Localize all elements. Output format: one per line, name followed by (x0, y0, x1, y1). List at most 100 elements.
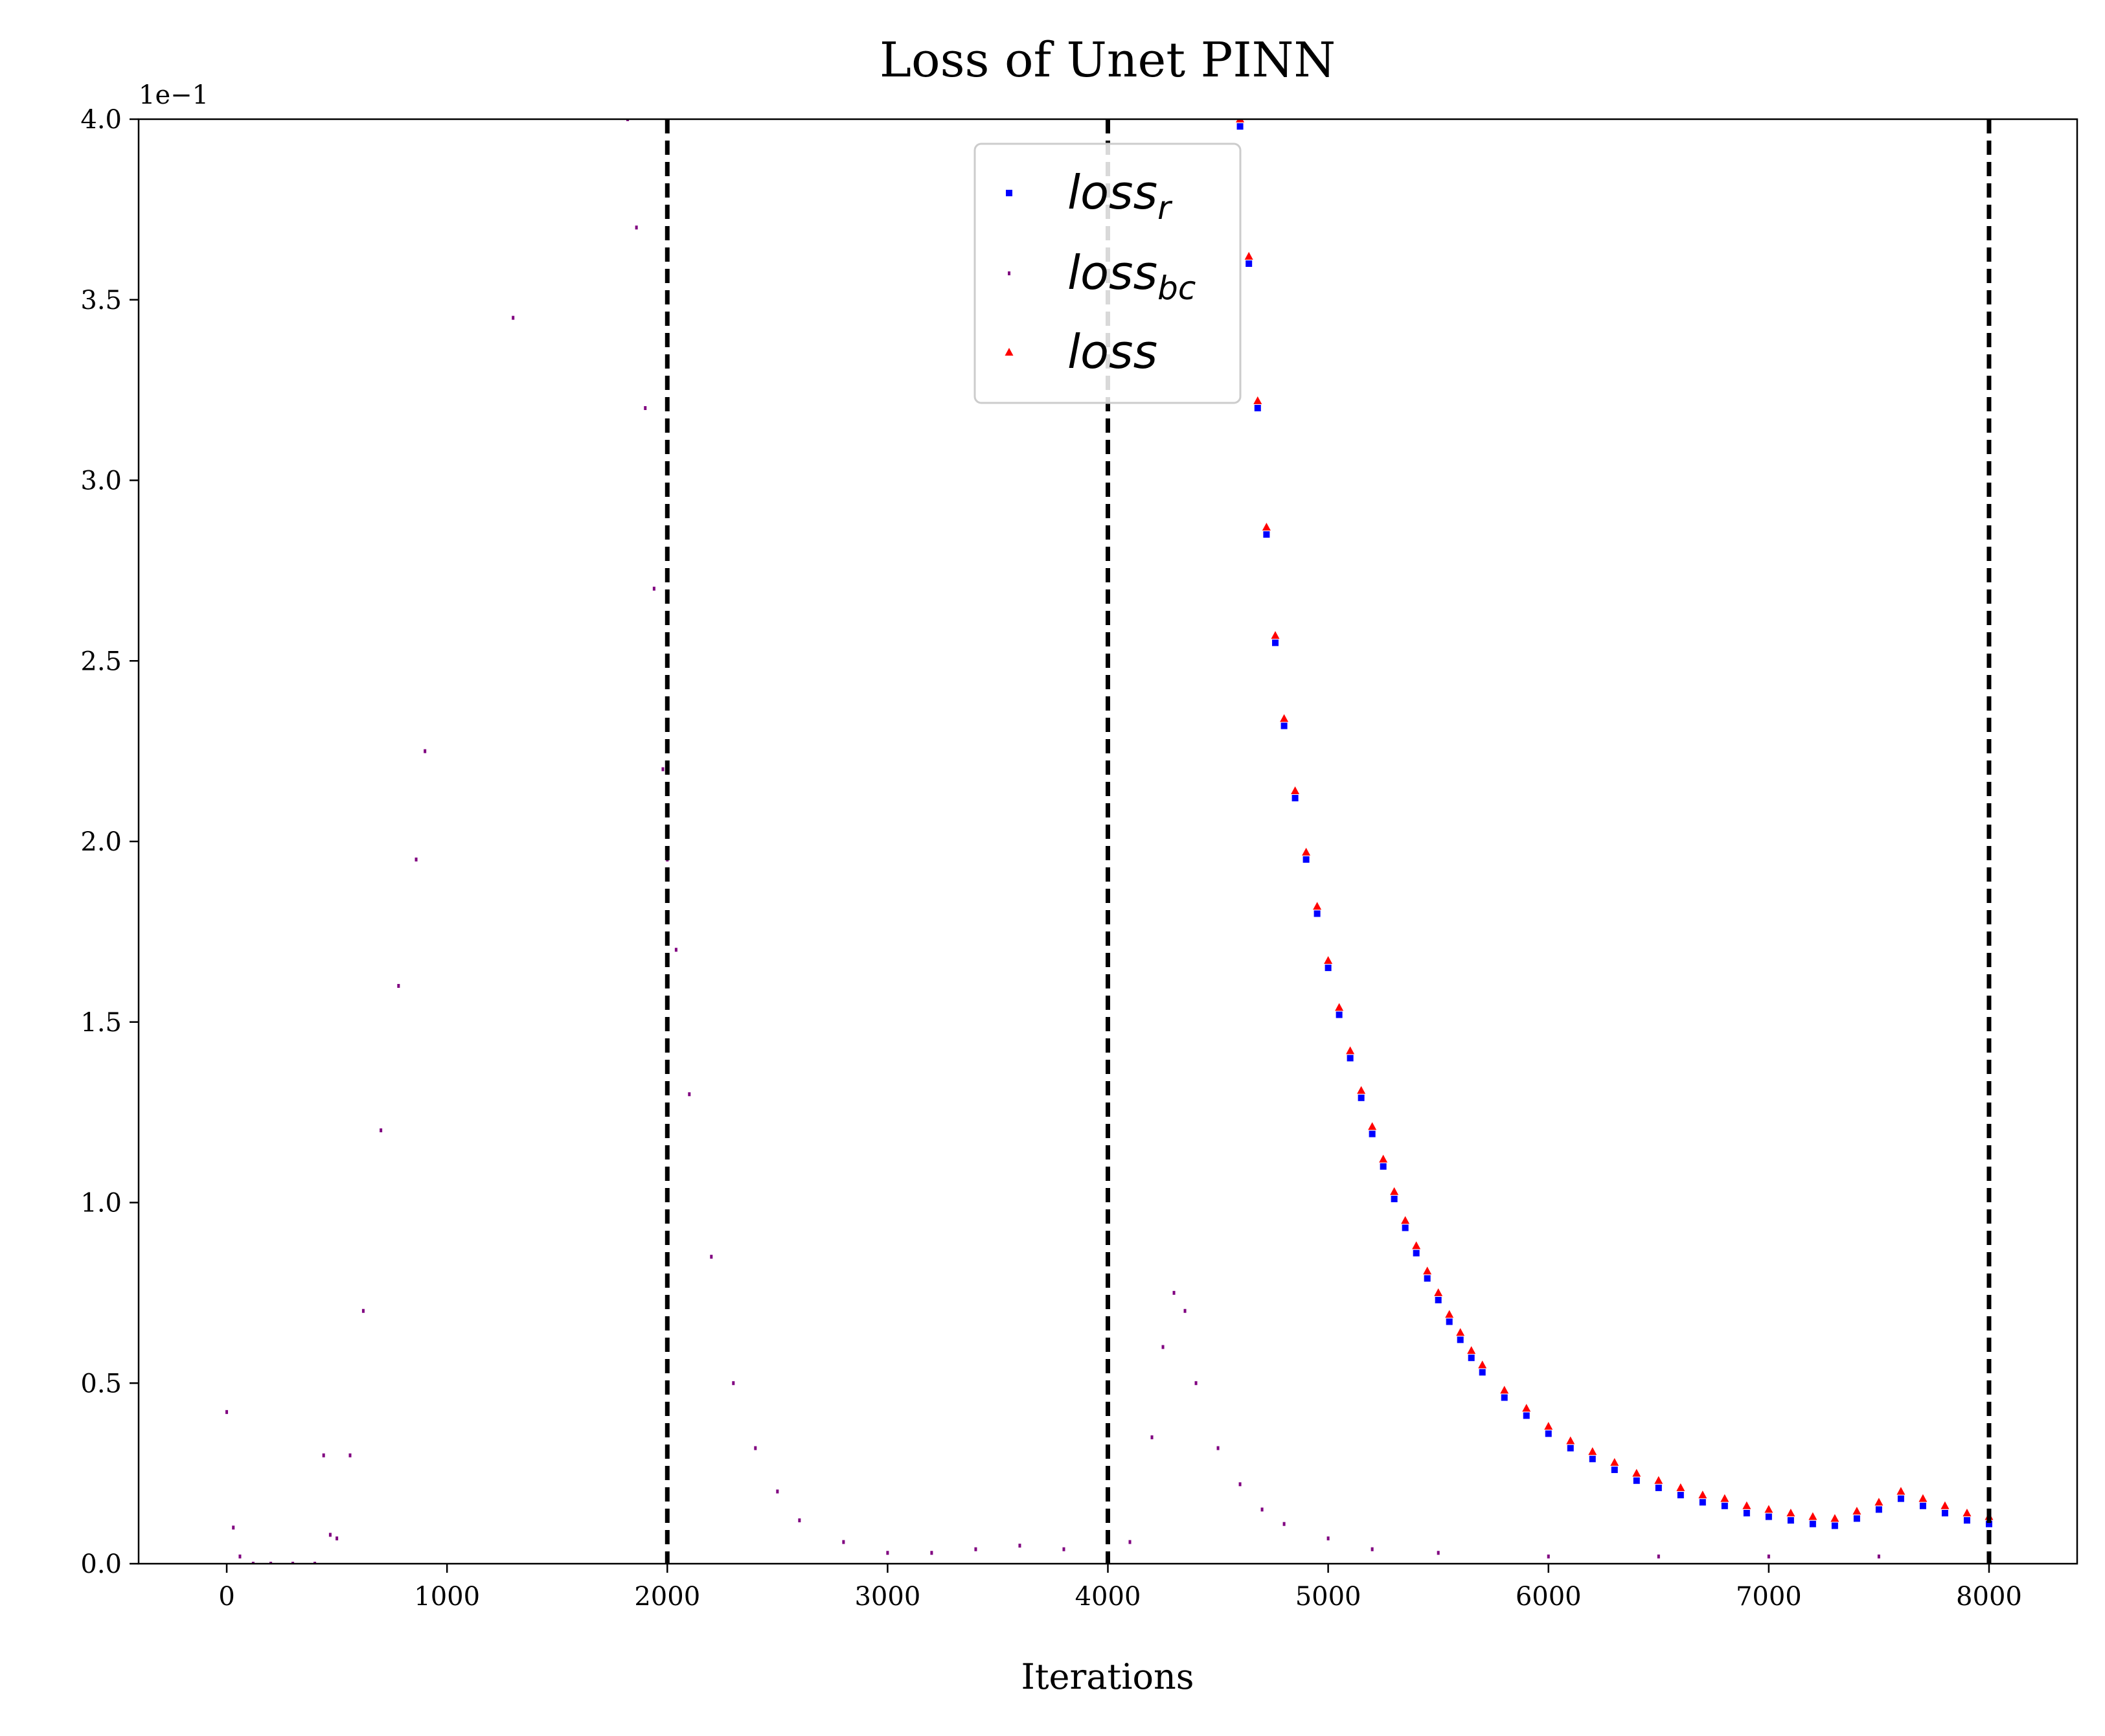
loss-bc-point (754, 1446, 757, 1450)
loss-point (1698, 1490, 1707, 1499)
loss-r-point (1963, 1517, 1970, 1524)
loss-point (1423, 1266, 1432, 1275)
loss-bc-point (974, 1547, 977, 1551)
loss-r-point (1435, 1297, 1442, 1304)
loss-bc-point (688, 1092, 691, 1097)
y-tick-label: 3.5 (80, 286, 122, 315)
loss-bc-point (415, 857, 418, 862)
loss-r-point (1347, 1055, 1354, 1062)
loss-bc-point (776, 1489, 779, 1494)
loss-r-point (1479, 1369, 1486, 1376)
y-tick-label: 1.5 (80, 1008, 122, 1038)
loss-r-point (1336, 1011, 1343, 1018)
loss-r-point (1633, 1477, 1640, 1484)
y-tick-label: 0.0 (80, 1549, 122, 1579)
loss-point (1808, 1512, 1817, 1520)
x-tick-label: 6000 (1516, 1582, 1582, 1612)
loss-r-point (1457, 1336, 1464, 1343)
loss-point (1302, 847, 1311, 856)
loss-r-point (1358, 1094, 1365, 1101)
y-offset-label: 1e−1 (139, 80, 209, 110)
loss-bc-point (1018, 1544, 1021, 1548)
loss-bc-point (1161, 1345, 1165, 1349)
loss-bc-point (251, 1562, 255, 1564)
loss-r-point (1699, 1499, 1706, 1506)
loss-r-point (1303, 856, 1310, 863)
loss-bc-point (1150, 1435, 1154, 1439)
loss-bc-point (886, 1551, 889, 1555)
loss-point (1764, 1505, 1773, 1513)
y-tick-label: 2.5 (80, 646, 122, 676)
x-tick-label: 3000 (854, 1582, 920, 1612)
legend-entry: lossbc (1008, 246, 1196, 307)
loss-point (1368, 1122, 1377, 1130)
y-tick-label: 4.0 (80, 105, 122, 135)
loss-bc-point (291, 1562, 295, 1564)
x-tick-label: 8000 (1956, 1582, 2022, 1612)
loss-r-point (1919, 1502, 1926, 1509)
loss-r-point (1446, 1318, 1453, 1325)
loss-bc-point (424, 749, 427, 753)
y-tick-label: 1.0 (80, 1189, 122, 1218)
loss-bc-point (397, 984, 400, 988)
loss-point (1445, 1310, 1454, 1318)
loss-bc-point (1260, 1507, 1264, 1512)
loss-point (1500, 1386, 1509, 1394)
loss-bc-point (661, 767, 665, 771)
legend-label: loss (1067, 325, 1157, 379)
loss-point (1271, 631, 1280, 639)
x-tick-label: 7000 (1736, 1582, 1802, 1612)
loss-point (1588, 1447, 1597, 1456)
loss-r-point (1545, 1430, 1552, 1437)
loss-bc-point (1282, 1522, 1286, 1526)
loss-point (1940, 1501, 1950, 1509)
loss-point (1522, 1404, 1531, 1412)
loss-r-point (1897, 1495, 1904, 1502)
loss-bc-point (328, 1533, 332, 1537)
loss-point (1632, 1468, 1641, 1477)
loss-point (1357, 1086, 1366, 1094)
x-axis-label: Iterations (1021, 1656, 1194, 1697)
loss-point (1874, 1498, 1883, 1506)
loss-bc-point (1172, 1290, 1176, 1295)
loss-r-point (1677, 1492, 1684, 1499)
loss-bc-point (710, 1255, 713, 1259)
loss-bc-point (644, 406, 647, 410)
loss-r-point (1787, 1517, 1794, 1524)
loss-r-point (1424, 1275, 1431, 1282)
loss-bc-point (1437, 1551, 1440, 1555)
loss-bc-point (313, 1562, 317, 1564)
legend-entries: lossr lossbc loss (1005, 165, 1196, 379)
loss-point (1720, 1494, 1729, 1502)
loss-r-point (1831, 1522, 1838, 1529)
loss-bc-point (1767, 1554, 1770, 1559)
loss-r-point (1809, 1520, 1816, 1527)
loss-r-point (1941, 1509, 1948, 1516)
loss-bc-point (512, 315, 515, 320)
loss-r-point (1567, 1445, 1574, 1452)
y-axis: 0.0 0.5 1.0 1.5 2.0 2.5 3.0 3.5 4.0 (80, 105, 139, 1579)
loss-r-point (1853, 1515, 1860, 1522)
loss-bc-point (1062, 1547, 1065, 1551)
loss-bc-point (1238, 1482, 1242, 1487)
legend-entry: loss (1005, 325, 1157, 379)
loss-point (1412, 1241, 1421, 1250)
loss-bc-point (626, 119, 630, 121)
loss-r-point (1291, 795, 1299, 802)
loss-bc-point (269, 1562, 273, 1564)
legend-marker-triangle (1005, 348, 1014, 356)
loss-point (1963, 1508, 1972, 1516)
legend-label: lossr (1067, 165, 1173, 227)
loss-bc-point (361, 1308, 365, 1313)
loss-point (1896, 1487, 1906, 1495)
loss-bc-point (322, 1453, 325, 1457)
loss-r-point (1402, 1224, 1409, 1231)
loss-r-point (1380, 1163, 1387, 1170)
legend-box (973, 143, 1242, 404)
legend: lossr lossbc loss (973, 143, 1242, 404)
loss-r-point (1985, 1520, 1992, 1527)
x-axis: 0 1000 2000 3000 4000 5000 6000 7000 8000 (218, 1564, 2022, 1612)
loss-r-point (1765, 1513, 1772, 1520)
loss-bc-point (1877, 1554, 1880, 1559)
